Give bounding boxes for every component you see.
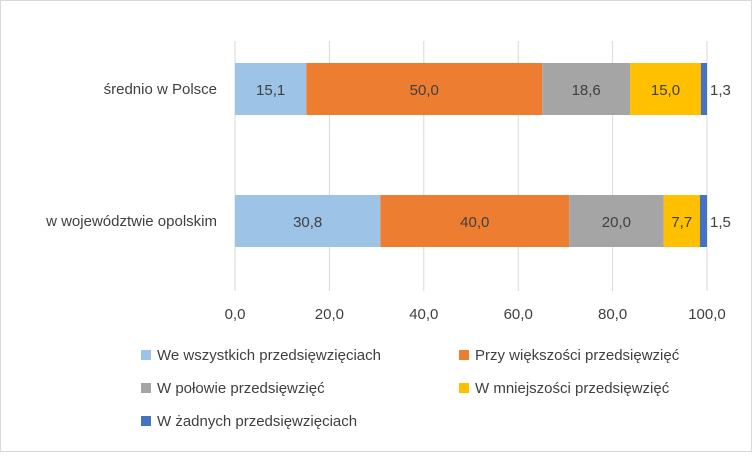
category-label: średnio w Polsce — [104, 81, 217, 98]
data-label: 50,0 — [410, 82, 439, 99]
data-labels: 15,1 50,0 18,6 15,0 1,3 30,8 40,0 20,0 7,7 1,5 — [256, 82, 731, 231]
data-label: 40,0 — [460, 214, 489, 231]
legend-swatch — [459, 350, 469, 360]
legend-label: We wszystkich przedsięwzięciach — [157, 347, 381, 364]
x-tick-label: 20,0 — [315, 306, 344, 323]
bar-segment — [380, 195, 570, 247]
data-label: 15,1 — [256, 82, 285, 99]
bars — [235, 63, 707, 247]
bar-segment — [663, 195, 700, 247]
bar-segment — [235, 195, 381, 247]
data-label: 7,7 — [671, 214, 692, 231]
bar-segment — [306, 63, 543, 115]
x-tick-label: 80,0 — [598, 306, 627, 323]
x-tick-label: 60,0 — [504, 306, 533, 323]
bar-segment — [542, 63, 631, 115]
legend-label: W mniejszości przedsięwzięć — [475, 380, 670, 397]
legend-label: W połowie przedsięwzięć — [157, 380, 325, 397]
legend-swatch — [141, 416, 151, 426]
bar-segment — [699, 195, 707, 247]
legend-swatch — [141, 350, 151, 360]
data-label: 15,0 — [651, 82, 680, 99]
x-tick-label: 40,0 — [409, 306, 438, 323]
bar-segment — [700, 63, 707, 115]
x-axis-ticks: 0,0 20,0 40,0 60,0 80,0 100,0 — [225, 306, 726, 323]
y-axis-categories: średnio w Polsce w województwie opolskim — [45, 81, 217, 230]
x-tick-label: 0,0 — [225, 306, 246, 323]
bar-segment — [630, 63, 701, 115]
legend-swatch — [459, 383, 469, 393]
data-label: 18,6 — [572, 82, 601, 99]
data-label: 30,8 — [293, 214, 322, 231]
legend-label: Przy większości przedsięwzięć — [475, 347, 680, 364]
legend-label: W żadnych przedsięwzięciach — [157, 413, 357, 430]
data-label: 1,5 — [710, 214, 731, 231]
category-label: w województwie opolskim — [45, 213, 217, 230]
data-label: 20,0 — [602, 214, 631, 231]
legend: We wszystkich przedsięwzięciach Przy więk… — [141, 347, 680, 430]
data-label: 1,3 — [710, 82, 731, 99]
x-tick-label: 100,0 — [688, 306, 726, 323]
bar-segment — [569, 195, 664, 247]
legend-swatch — [141, 383, 151, 393]
bar-segment — [235, 63, 307, 115]
